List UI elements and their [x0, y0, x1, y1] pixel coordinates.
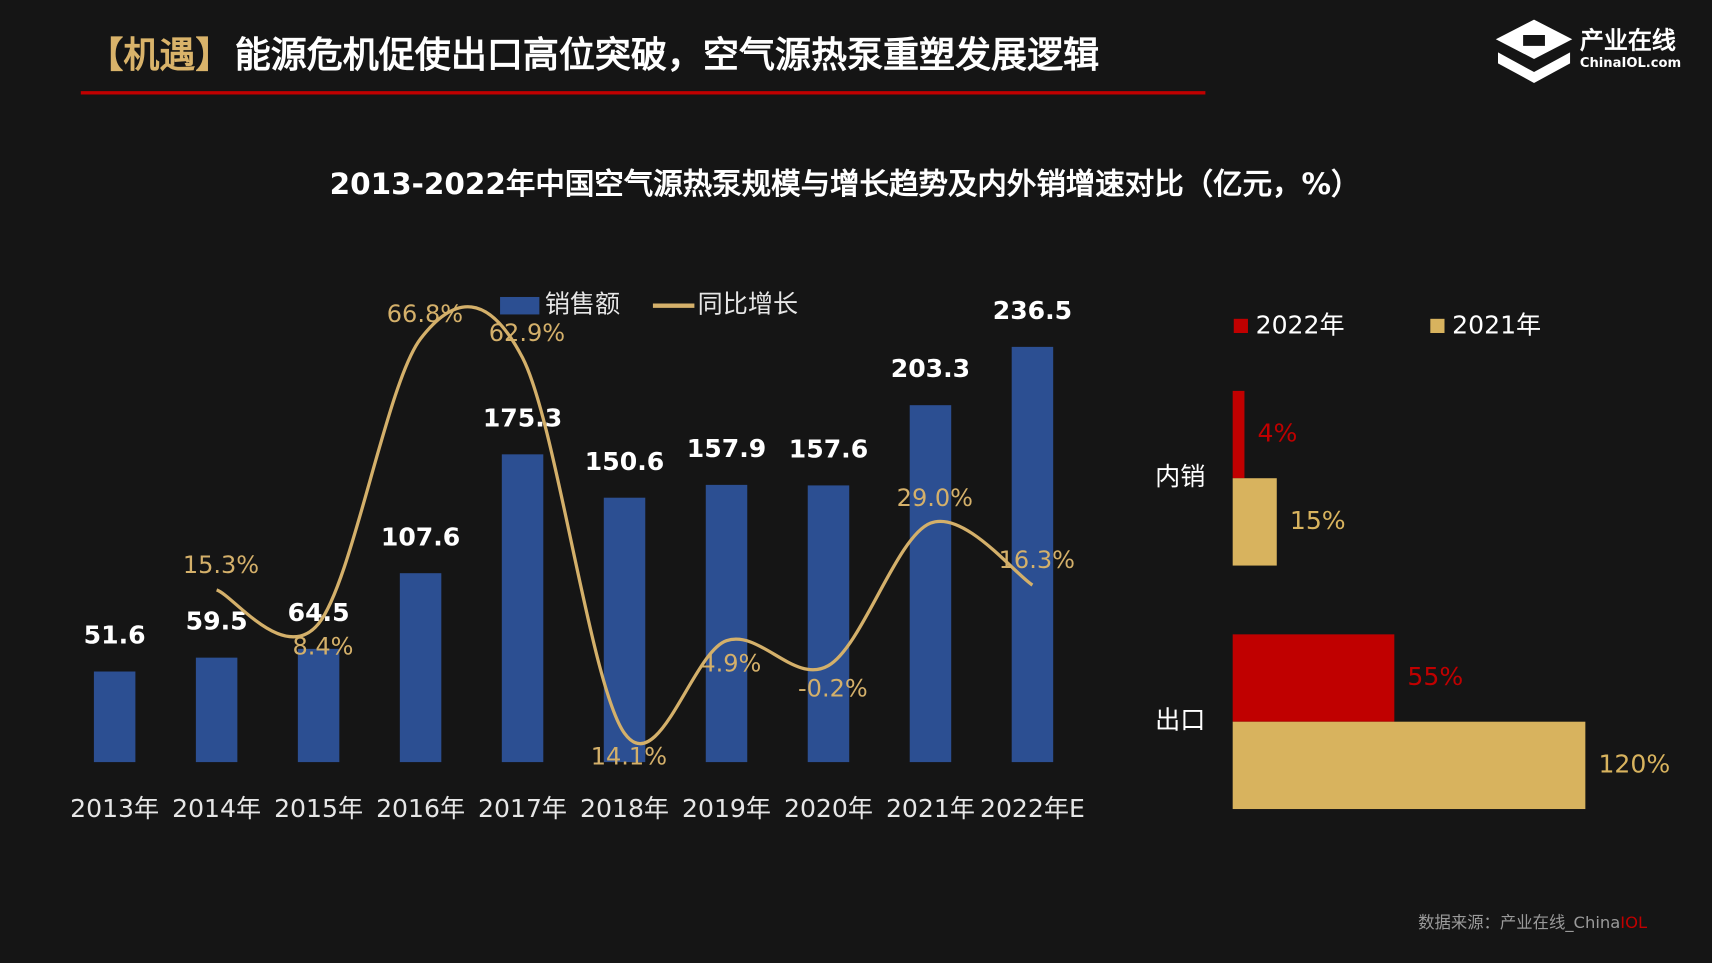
legend-swatch	[1430, 318, 1445, 334]
x-tick-label: 2014年	[172, 794, 261, 823]
bar-value-label: 175.3	[483, 403, 562, 432]
line-value-label: 14.1%	[591, 742, 667, 770]
line-value-label: -0.2%	[798, 675, 868, 703]
bar	[705, 484, 748, 763]
bar	[1232, 721, 1586, 810]
line-value-label: 4.9%	[700, 650, 761, 678]
legend-swatch	[1233, 318, 1248, 334]
bar	[297, 648, 340, 763]
x-tick-label: 2020年	[784, 794, 873, 823]
bar	[909, 405, 952, 763]
bar	[1232, 634, 1395, 722]
bar	[1232, 478, 1277, 566]
bar-value-label: 4%	[1258, 419, 1298, 448]
legend-label: 2021年	[1452, 310, 1541, 339]
source-highlight: IOL	[1620, 913, 1648, 932]
bar	[399, 573, 442, 763]
y-tick-label: 内销	[1155, 462, 1205, 491]
legend-label: 销售额	[545, 290, 620, 319]
x-tick-label: 2019年	[682, 794, 771, 823]
line-value-label: 66.8%	[387, 300, 463, 328]
growth-line	[215, 305, 1034, 745]
bar	[501, 454, 544, 763]
x-tick-label: 2021年	[886, 794, 975, 823]
line-value-label: 16.3%	[999, 546, 1075, 574]
bar	[1011, 346, 1054, 763]
logo-icon	[1495, 19, 1573, 83]
legend-swatch	[500, 296, 540, 315]
x-tick-label: 2013年	[70, 794, 159, 823]
bar-value-label: 107.6	[381, 522, 460, 551]
logo-name: 产业在线	[1580, 26, 1676, 54]
bar-value-label: 55%	[1407, 662, 1463, 691]
bar-value-label: 150.6	[585, 447, 664, 476]
line-value-label: 15.3%	[183, 551, 259, 579]
logo-site: ChinaIOL.com	[1580, 56, 1681, 71]
bar-value-label: 203.3	[891, 354, 970, 383]
bar-value-label: 120%	[1598, 749, 1670, 778]
bar	[807, 485, 850, 763]
bar-value-label: 15%	[1290, 506, 1346, 535]
bar	[93, 671, 136, 763]
bar	[603, 497, 646, 763]
x-tick-label: 2016年	[376, 794, 465, 823]
bar-value-label: 59.5	[186, 607, 248, 636]
bar	[195, 657, 238, 763]
x-tick-label: 2018年	[580, 794, 669, 823]
x-tick-label: 2015年	[274, 794, 363, 823]
source: 数据来源：产业在线_China	[1418, 913, 1620, 933]
bar-value-label: 157.6	[789, 434, 868, 463]
line-value-label: 29.0%	[897, 484, 973, 512]
chart-title: 2013-2022年中国空气源热泵规模与增长趋势及内外销增速对比（亿元，%）	[330, 167, 1361, 201]
bar	[1232, 390, 1245, 479]
y-tick-label: 出口	[1155, 706, 1205, 735]
header-title: 能源危机促使出口高位突破，空气源热泵重塑发展逻辑	[235, 35, 1099, 76]
bar-value-label: 236.5	[993, 296, 1072, 325]
line-value-label: 62.9%	[489, 319, 565, 347]
bar-value-label: 157.9	[687, 434, 766, 463]
x-tick-label: 2017年	[478, 794, 567, 823]
x-tick-label: 2022年E	[980, 794, 1085, 823]
legend-label: 2022年	[1256, 310, 1345, 339]
header-tag: 【机遇】	[87, 35, 231, 76]
bar-value-label: 51.6	[84, 621, 146, 650]
legend-label: 同比增长	[698, 290, 798, 319]
line-value-label: 8.4%	[292, 633, 353, 661]
